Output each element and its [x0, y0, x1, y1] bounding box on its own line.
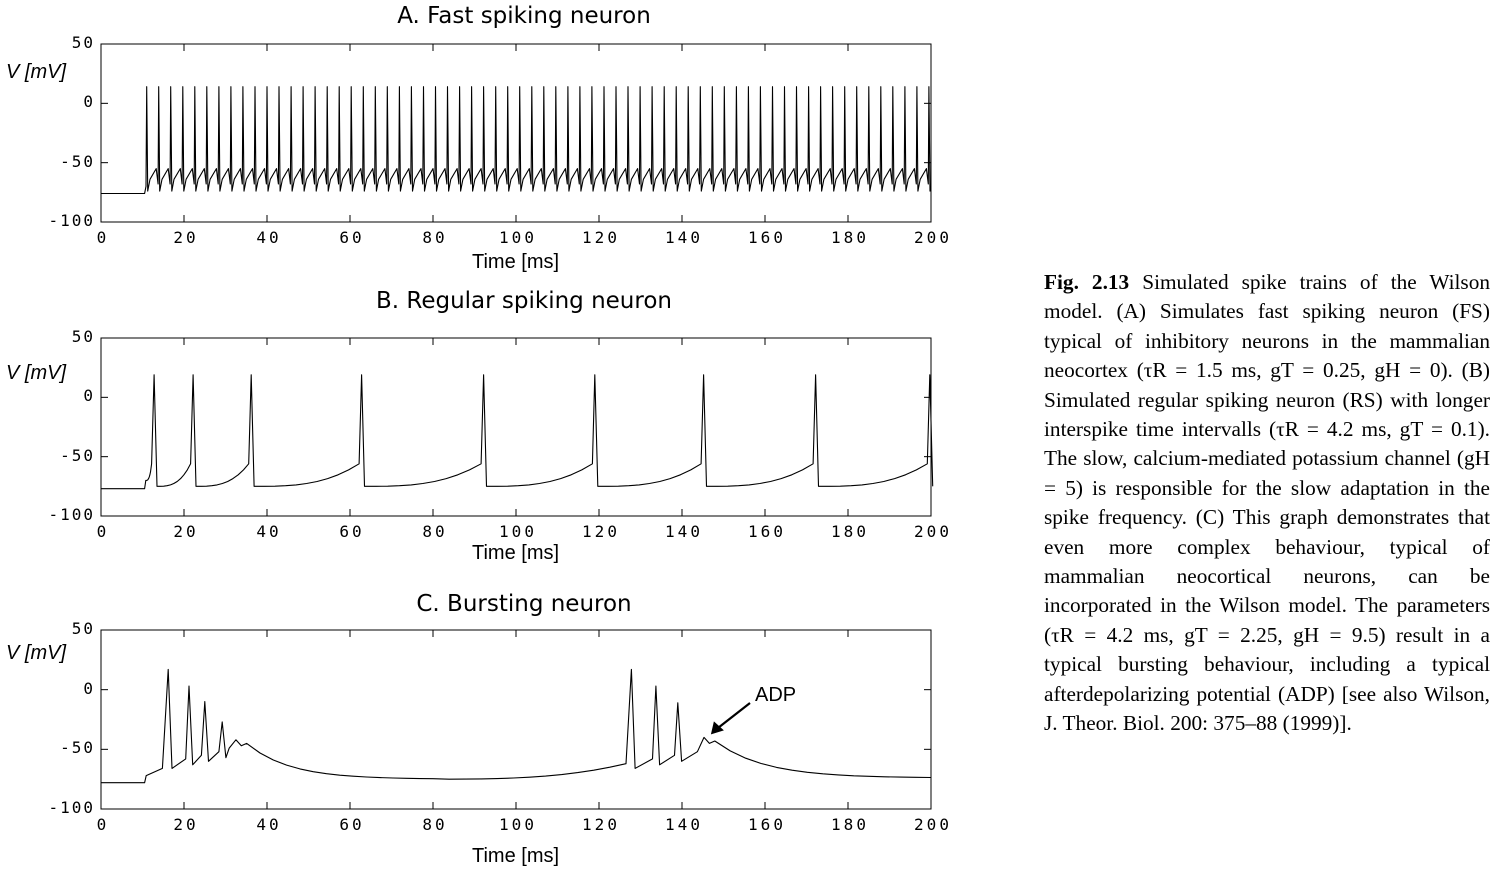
- figure-plots: [100, 43, 934, 810]
- plot-frame: [100, 337, 932, 517]
- y-tick-label: 0: [83, 386, 95, 406]
- x-tick-label: 0: [96, 815, 110, 834]
- voltage-trace: [101, 86, 931, 195]
- plot-frame: [100, 43, 932, 223]
- x-tick-label: 0: [96, 228, 110, 247]
- x-tick-label: 120: [582, 522, 620, 541]
- y-tick-label: -100: [48, 505, 95, 524]
- x-tick-label: 20: [173, 815, 199, 834]
- panel-b-title: B. Regular spiking neuron: [375, 288, 672, 314]
- y-tick-label: 0: [83, 92, 95, 112]
- x-tick-label: 40: [256, 228, 282, 247]
- panel-c-xlabel: Time [ms]: [472, 845, 560, 867]
- x-tick-label: 160: [748, 815, 786, 834]
- x-tick-label: 60: [339, 228, 365, 247]
- x-tick-label: 200: [914, 815, 952, 834]
- voltage-trace: [101, 668, 932, 784]
- x-tick-label: 200: [914, 522, 952, 541]
- panel-c-ylabel: V [mV]: [6, 642, 67, 664]
- x-tick-label: 160: [748, 522, 786, 541]
- x-tick-label: 80: [422, 228, 448, 247]
- x-tick-label: 20: [173, 228, 199, 247]
- adp-annotation-label: ADP: [755, 684, 797, 706]
- x-tick-label: 200: [914, 228, 952, 247]
- y-tick-label: 50: [71, 33, 95, 52]
- x-tick-label: 120: [582, 228, 620, 247]
- x-tick-label: 100: [499, 815, 537, 834]
- x-tick-label: 180: [831, 228, 869, 247]
- x-tick-label: 180: [831, 522, 869, 541]
- figure-caption: Fig. 2.13 Simulated spike trains of the …: [1044, 268, 1490, 739]
- y-tick-label: 50: [71, 619, 95, 638]
- x-tick-label: 60: [339, 522, 365, 541]
- y-tick-label: 50: [71, 327, 95, 346]
- y-tick-label: -50: [60, 445, 95, 465]
- panel-c-title: C. Bursting neuron: [416, 591, 632, 617]
- x-tick-label: 40: [256, 815, 282, 834]
- x-tick-label: 120: [582, 815, 620, 834]
- voltage-trace: [101, 374, 934, 490]
- panel-a-ylabel: V [mV]: [6, 61, 67, 83]
- adp-arrow-line: [714, 702, 751, 732]
- x-tick-label: 140: [665, 815, 703, 834]
- y-tick-label: -100: [48, 798, 95, 817]
- panel-a-xlabel: Time [ms]: [472, 251, 560, 273]
- x-tick-label: 140: [665, 522, 703, 541]
- x-tick-label: 60: [339, 815, 365, 834]
- panel-a-title: A. Fast spiking neuron: [397, 3, 651, 29]
- x-tick-label: 100: [499, 228, 537, 247]
- caption-label: Fig. 2.13: [1044, 270, 1130, 294]
- x-tick-label: 20: [173, 522, 199, 541]
- x-tick-label: 140: [665, 228, 703, 247]
- adp-arrow-head: [710, 721, 724, 735]
- x-tick-label: 80: [422, 522, 448, 541]
- x-tick-label: 80: [422, 815, 448, 834]
- y-tick-label: 0: [83, 678, 95, 698]
- x-tick-label: 180: [831, 815, 869, 834]
- x-tick-label: 160: [748, 228, 786, 247]
- x-tick-label: 40: [256, 522, 282, 541]
- x-tick-label: 0: [96, 522, 110, 541]
- y-tick-label: -50: [60, 738, 95, 758]
- x-tick-label: 100: [499, 522, 537, 541]
- y-tick-label: -50: [60, 151, 95, 171]
- panel-b-xlabel: Time [ms]: [472, 542, 560, 564]
- y-tick-label: -100: [48, 211, 95, 230]
- caption-text: Simulated spike trains of the Wilson mod…: [1044, 270, 1491, 736]
- plot-frame: [100, 629, 932, 810]
- panel-b-ylabel: V [mV]: [6, 362, 67, 384]
